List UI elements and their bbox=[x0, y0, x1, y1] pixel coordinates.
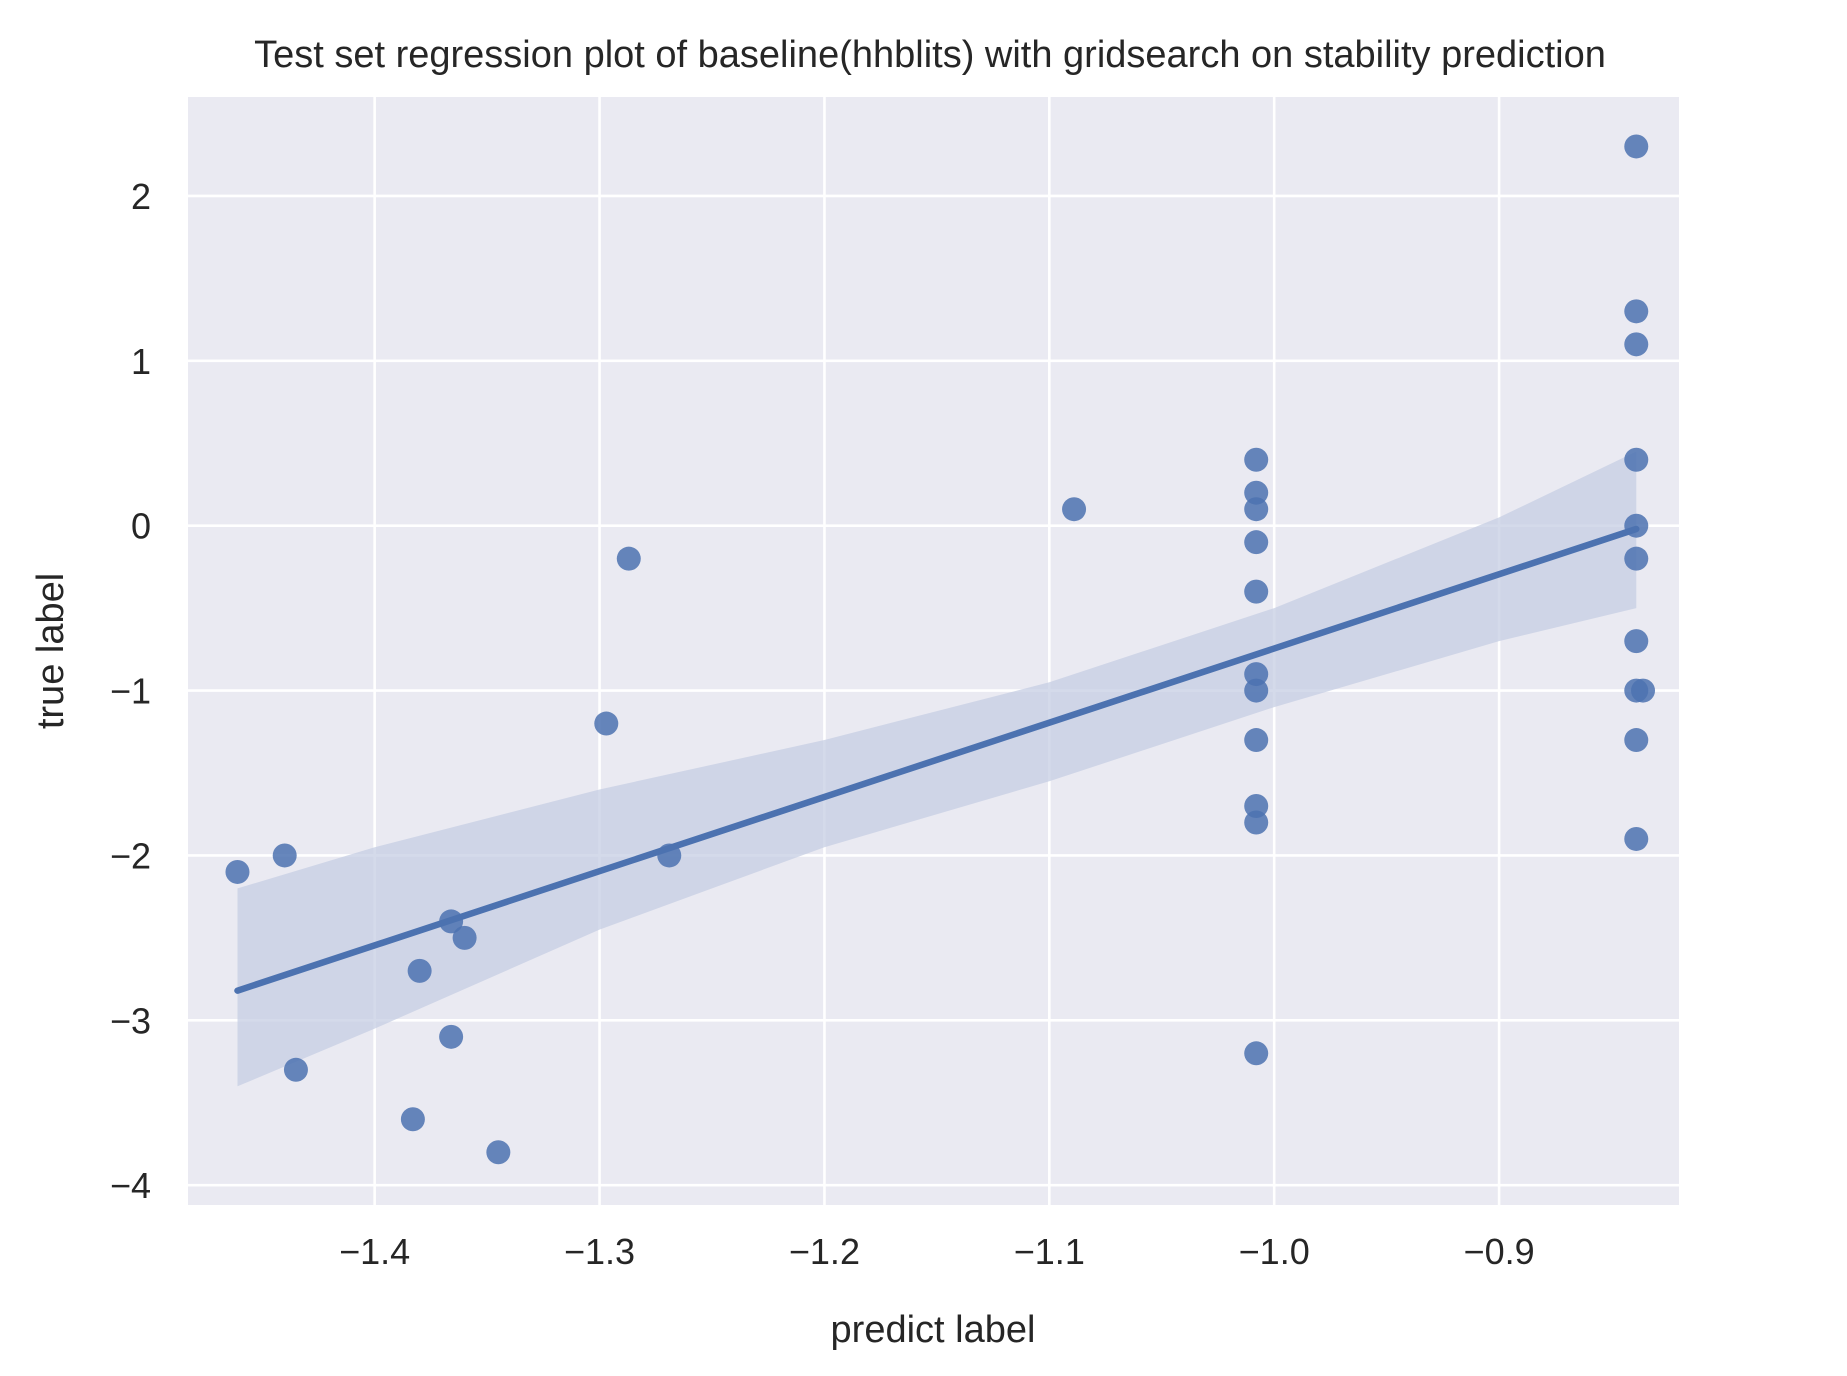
scatter-point bbox=[486, 1140, 511, 1165]
scatter-point bbox=[657, 843, 682, 868]
scatter-point bbox=[1244, 793, 1269, 818]
scatter-point bbox=[1624, 332, 1649, 357]
y-tick-label: −1 bbox=[110, 671, 151, 712]
scatter-point bbox=[439, 1024, 464, 1049]
scatter-point bbox=[1624, 728, 1649, 753]
scatter-point bbox=[1062, 497, 1087, 522]
y-tick-labels: −4 −3 −2 −1 0 1 2 bbox=[110, 176, 151, 1206]
scatter-point bbox=[1624, 513, 1649, 538]
scatter-point bbox=[400, 1107, 425, 1132]
x-tick-label: −1.2 bbox=[789, 1231, 860, 1272]
scatter-point bbox=[1244, 497, 1269, 522]
scatter-point bbox=[1244, 662, 1269, 687]
x-tick-label: −1.3 bbox=[564, 1231, 635, 1272]
scatter-point bbox=[407, 958, 432, 983]
x-tick-label: −1.1 bbox=[1014, 1231, 1085, 1272]
x-tick-label: −1.4 bbox=[339, 1231, 410, 1272]
y-axis-label: true label bbox=[30, 573, 72, 729]
chart-title: Test set regression plot of baseline(hhb… bbox=[254, 34, 1606, 76]
scatter-point bbox=[1624, 629, 1649, 654]
scatter-point bbox=[1624, 447, 1649, 472]
scatter-point bbox=[1244, 480, 1269, 505]
scatter-point bbox=[1631, 678, 1656, 703]
y-tick-label: −3 bbox=[110, 1000, 151, 1041]
scatter-point bbox=[1244, 579, 1269, 604]
x-tick-label: −1.0 bbox=[1239, 1231, 1310, 1272]
scatter-point bbox=[225, 859, 250, 884]
scatter-point bbox=[1244, 678, 1269, 703]
regression-line-layer bbox=[234, 525, 1640, 994]
scatter-point bbox=[452, 925, 477, 950]
x-tick-labels: −1.4 −1.3 −1.2 −1.1 −1.0 −0.9 bbox=[339, 1231, 1535, 1272]
scatter-point bbox=[1624, 299, 1649, 324]
scatter-point bbox=[1244, 447, 1269, 472]
scatter-point bbox=[1624, 546, 1649, 571]
y-tick-label: 1 bbox=[131, 341, 151, 382]
scatter-point bbox=[594, 711, 619, 736]
scatter-point bbox=[616, 546, 641, 571]
scatter-point bbox=[1244, 810, 1269, 835]
scatter-point bbox=[439, 909, 464, 934]
scatter-point bbox=[1624, 134, 1649, 159]
regression-line bbox=[234, 525, 1640, 994]
y-tick-label: 2 bbox=[131, 176, 151, 217]
scatter-point bbox=[1244, 1041, 1269, 1066]
y-tick-label: −4 bbox=[110, 1165, 151, 1206]
scatter-point bbox=[283, 1057, 308, 1082]
x-tick-label: −0.9 bbox=[1464, 1231, 1535, 1272]
y-tick-label: 0 bbox=[131, 506, 151, 547]
y-tick-label: −2 bbox=[110, 835, 151, 876]
confidence-band bbox=[237, 451, 1637, 1087]
scatter-point bbox=[1244, 530, 1269, 555]
x-axis-label: predict label bbox=[831, 1309, 1036, 1351]
scatter-point bbox=[1244, 728, 1269, 753]
scatter-points bbox=[225, 134, 1656, 1165]
scatter-point bbox=[1624, 826, 1649, 851]
scatter-point bbox=[272, 843, 297, 868]
confidence-band-layer bbox=[237, 451, 1637, 1087]
